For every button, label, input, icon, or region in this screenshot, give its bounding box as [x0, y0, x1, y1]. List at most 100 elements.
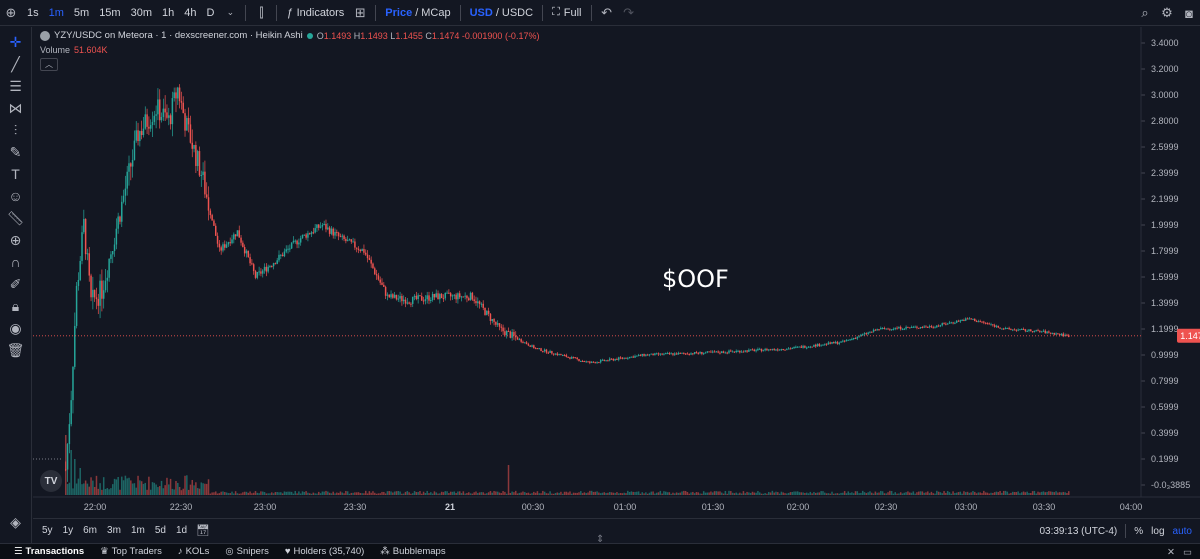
clock-time[interactable]: 03:39:13 (UTC-4)	[1039, 525, 1118, 537]
tab-bubblemaps[interactable]: ⁂ Bubblemaps	[372, 546, 453, 557]
undo-icon[interactable]: ↶	[601, 4, 612, 20]
interval-30m[interactable]: 30m	[130, 6, 152, 19]
range-5d[interactable]: 5d	[154, 525, 166, 536]
zoom-icon[interactable]: ⊕	[9, 231, 22, 248]
last-price-badge[interactable]	[1177, 328, 1200, 343]
price-option[interactable]: Price	[385, 6, 413, 19]
fib-icon[interactable]: ⫶	[13, 121, 18, 138]
chevron-down-icon[interactable]: ⌄	[226, 7, 235, 17]
tab-top[interactable]: ♛ Top Traders	[92, 546, 170, 557]
chart-svg[interactable]: 3.4000 3.2000 3.0000 2.8000 2.5999 2.3999 2.19…	[33, 27, 1200, 517]
text-icon[interactable]: T	[11, 166, 20, 182]
volume-bar	[861, 490, 864, 495]
volume-bar	[419, 490, 421, 495]
quick-search-icon[interactable]: ⌕	[1141, 5, 1149, 20]
emoji-icon[interactable]: ☺	[8, 188, 23, 204]
interval-1m[interactable]: 1m	[48, 6, 64, 19]
interval-5m[interactable]: 5m	[73, 6, 90, 19]
range-5y[interactable]: 5y	[42, 525, 53, 536]
candle-type-icon[interactable]: ⫿	[259, 4, 264, 20]
candle-body	[289, 248, 291, 250]
interval-1s[interactable]: 1s	[27, 6, 39, 19]
candle-body	[1004, 327, 1007, 329]
usd-option[interactable]: USD	[469, 6, 493, 19]
redo-icon[interactable]: ↷	[623, 4, 634, 20]
candle-body	[222, 244, 224, 251]
volume-bar	[359, 493, 362, 495]
lock-icon[interactable]: 🔒︎	[11, 297, 20, 314]
ruler-icon[interactable]: 📏︎	[6, 209, 25, 226]
candle-body	[941, 323, 943, 326]
volume-bar	[410, 493, 412, 495]
layers-icon[interactable]: ◈	[10, 513, 21, 530]
tab-holders[interactable]: ♥ Holders (35,740)	[277, 546, 372, 557]
candle-body	[184, 113, 186, 131]
lock-drawing-icon[interactable]: ✐	[9, 275, 22, 292]
tab-kols[interactable]: ♪ KOLs	[170, 546, 218, 557]
interval-1h[interactable]: 1h	[162, 6, 175, 19]
range-3m[interactable]: 3m	[107, 525, 121, 536]
price-mcap-toggle[interactable]: Price / MCap	[380, 0, 455, 26]
candle-body	[608, 358, 611, 361]
candle-body	[430, 300, 432, 302]
log-toggle[interactable]: log	[1151, 525, 1165, 537]
candle-body	[786, 349, 788, 351]
usdc-option[interactable]: USDC	[501, 6, 534, 19]
date-range-icon[interactable]: 📅︎	[196, 525, 211, 537]
collapse-legend-button[interactable]: ︿	[40, 58, 58, 71]
mcap-option[interactable]: MCap	[421, 6, 451, 19]
close-icon[interactable]: ✕	[1167, 546, 1176, 558]
tab-snipers[interactable]: ◎ Snipers	[217, 546, 277, 557]
auto-toggle[interactable]: auto	[1172, 525, 1192, 537]
expand-icon[interactable]: ▭	[1183, 546, 1192, 558]
candle-body	[780, 348, 783, 350]
pattern-icon[interactable]: ⋈	[8, 99, 23, 116]
trend-line-icon[interactable]: ╱	[11, 55, 20, 72]
brush-icon[interactable]: ✎	[9, 143, 22, 160]
candle-body	[303, 234, 306, 236]
candle-body	[1066, 334, 1068, 336]
add-symbol-icon[interactable]: ⊕	[5, 4, 17, 20]
range-6m[interactable]: 6m	[83, 525, 98, 536]
interval-15m[interactable]: 15m	[99, 6, 121, 19]
candle-body	[1021, 328, 1023, 330]
symbol-title[interactable]: YZY/USDC on Meteora · 1 · dexscreener.co…	[54, 30, 303, 41]
interval-D[interactable]: D	[206, 6, 215, 19]
volume-bar	[786, 493, 788, 495]
fullscreen-button[interactable]: ⛶ Full	[547, 0, 586, 26]
range-1y[interactable]: 1y	[62, 525, 74, 536]
gear-icon[interactable]: ⚙	[1161, 5, 1173, 20]
magnet-icon[interactable]: ∩	[10, 254, 21, 270]
range-1m[interactable]: 1m	[130, 525, 145, 536]
currency-toggle[interactable]: USD / USDC	[465, 0, 538, 26]
volume-bar	[393, 491, 396, 495]
camera-icon[interactable]: ◙	[1185, 5, 1193, 21]
indicators-button[interactable]: ƒ Indicators	[281, 0, 349, 26]
crosshair-icon[interactable]: ✛	[9, 33, 22, 50]
candle-body	[169, 115, 172, 125]
candle-body	[487, 310, 490, 314]
interval-4h[interactable]: 4h	[184, 6, 197, 19]
volume-bar	[426, 490, 428, 495]
tradingview-logo[interactable]: TV	[40, 470, 62, 492]
volume-bar	[534, 492, 537, 495]
volume-bar	[607, 492, 609, 495]
candle-body	[695, 352, 698, 354]
percent-toggle[interactable]: %	[1134, 525, 1144, 537]
trash-icon[interactable]: 🗑︎	[6, 341, 25, 358]
candle-body	[119, 216, 121, 222]
volume-bar	[271, 492, 273, 495]
candle-body	[283, 251, 286, 257]
volume-bar	[623, 492, 625, 495]
resize-handle-icon[interactable]: ⇕	[596, 534, 605, 545]
volume-bar	[334, 493, 336, 495]
volume-bar	[901, 493, 904, 495]
volume-bar	[462, 491, 465, 495]
eye-icon[interactable]: ◉	[9, 319, 22, 336]
layouts-grid-icon[interactable]: ⊞	[354, 4, 366, 20]
horizontal-lines-icon[interactable]: ☰	[9, 77, 22, 94]
tab-transactions[interactable]: ☰ Transactions	[6, 546, 92, 557]
price-axis-label: 0.5999	[1151, 402, 1179, 412]
range-1d[interactable]: 1d	[175, 525, 188, 536]
price-chart[interactable]: 3.4000 3.2000 3.0000 2.8000 2.5999 2.3999 2.19…	[33, 27, 1200, 517]
